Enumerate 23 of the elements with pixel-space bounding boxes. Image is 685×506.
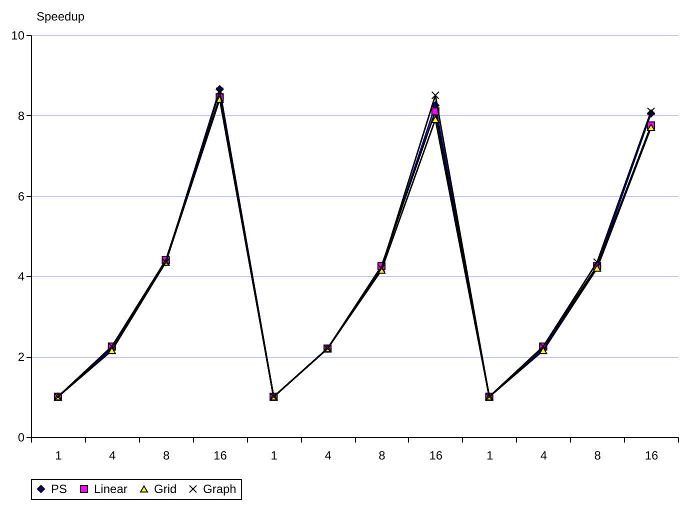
- y-tick-label: 6: [18, 189, 25, 204]
- x-tick-label: 16: [214, 448, 228, 462]
- legend-label: Grid: [154, 482, 177, 496]
- x-tick-label: 8: [162, 448, 170, 462]
- x-tick-label: 16: [429, 448, 443, 462]
- x-tick-label: 1: [55, 448, 62, 462]
- legend-label: PS: [51, 482, 68, 496]
- legend-label: Linear: [94, 482, 128, 496]
- x-tick-label: 4: [324, 448, 332, 462]
- y-axis-title: Speedup: [36, 10, 85, 24]
- x-tick-label: 4: [540, 448, 548, 462]
- x-tick-label: 16: [644, 448, 659, 462]
- y-tick-label: 2: [18, 350, 25, 364]
- x-tick-label: 8: [594, 448, 602, 462]
- x-tick-label: 8: [378, 448, 386, 462]
- y-tick-label: 10: [11, 28, 25, 42]
- y-tick-label: 0: [18, 430, 25, 444]
- y-tick-label: 4: [18, 270, 25, 284]
- x-tick-label: 1: [270, 448, 278, 462]
- y-tick-label: 8: [18, 108, 25, 123]
- x-tick-label: 4: [109, 448, 116, 462]
- legend-label: Graph: [203, 482, 236, 496]
- x-tick-label: 1: [486, 448, 494, 462]
